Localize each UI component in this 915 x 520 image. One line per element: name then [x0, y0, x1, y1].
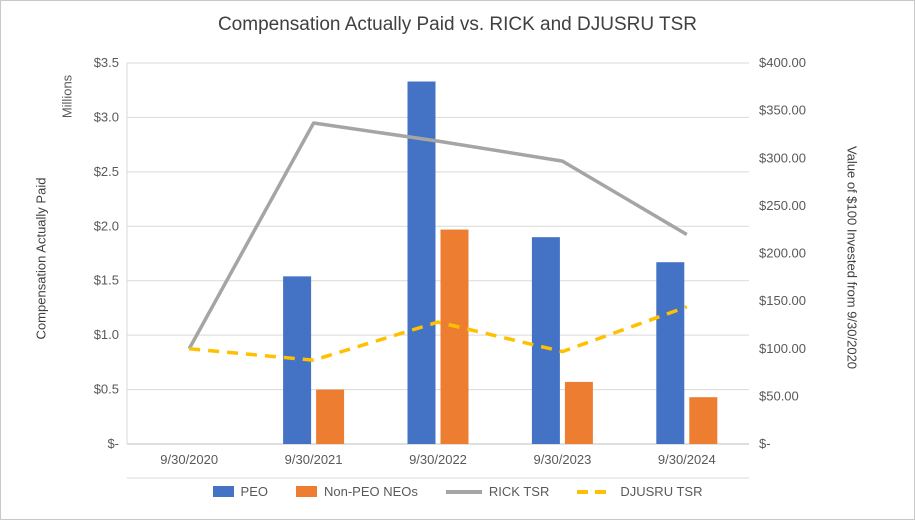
- left-axis-tick-label: $0.5: [94, 382, 119, 397]
- bar-peo: [531, 237, 560, 444]
- left-axis-tick-label: $1.5: [94, 273, 119, 288]
- legend-label: Non-PEO NEOs: [324, 484, 418, 499]
- x-axis-category-label: 9/30/2021: [285, 452, 343, 467]
- left-axis-tick-label: $3.0: [94, 109, 119, 124]
- legend: PEO Non-PEO NEOs RICK TSR DJUSRU TSR: [1, 484, 914, 499]
- line-rick-tsr: [187, 121, 688, 350]
- legend-item-peo: PEO: [212, 484, 268, 499]
- legend-swatch-rick-tsr: [445, 489, 482, 494]
- right-axis-tick-label: $200.00: [759, 246, 806, 261]
- x-axis-category-label: 9/30/2024: [658, 452, 716, 467]
- legend-swatch-peo: [212, 486, 234, 497]
- right-axis-tick-label: $150.00: [759, 293, 806, 308]
- bar-non-peo-neos: [689, 397, 718, 444]
- left-axis-tick-label: $1.0: [94, 327, 119, 342]
- right-axis-tick-label: $250.00: [759, 198, 806, 213]
- legend-swatch-djusru-tsr: [577, 489, 614, 494]
- chart-title: Compensation Actually Paid vs. RICK and …: [217, 14, 698, 35]
- right-axis-tick-label: $400.00: [759, 55, 806, 70]
- bar-non-peo-neos: [440, 229, 469, 444]
- left-axis-tick-label: $2.0: [94, 218, 119, 233]
- right-axis-tick-label: $300.00: [759, 150, 806, 165]
- bar-peo: [656, 262, 685, 444]
- bar-non-peo-neos: [316, 389, 345, 444]
- legend-label: RICK TSR: [488, 484, 550, 499]
- right-axis-tick-label: $100.00: [759, 341, 806, 356]
- legend-label: DJUSRU TSR: [620, 484, 703, 499]
- legend-item-rick-tsr: RICK TSR: [445, 484, 550, 499]
- x-axis-category-label: 9/30/2023: [533, 452, 591, 467]
- legend-item-djusru-tsr: DJUSRU TSR: [577, 484, 702, 499]
- x-axis-category-label: 9/30/2020: [160, 452, 218, 467]
- bar-non-peo-neos: [564, 381, 593, 444]
- legend-swatch-non-peo-neos: [296, 486, 317, 497]
- legend-label: PEO: [240, 484, 268, 499]
- right-axis-tick-label: $50.00: [759, 388, 799, 403]
- line-djusru-tsr: [189, 305, 688, 362]
- right-axis-tick-label: $350.00: [759, 103, 806, 118]
- x-axis-category-label: 9/30/2022: [409, 452, 467, 467]
- left-axis-tick-label: $3.5: [94, 55, 119, 70]
- bar-peo: [407, 81, 436, 445]
- left-axis-tick-label: $2.5: [94, 164, 119, 179]
- left-axis-tick-label: $-: [107, 436, 119, 451]
- legend-item-non-peo-neos: Non-PEO NEOs: [296, 484, 418, 499]
- right-axis-tick-label: $-: [759, 436, 771, 451]
